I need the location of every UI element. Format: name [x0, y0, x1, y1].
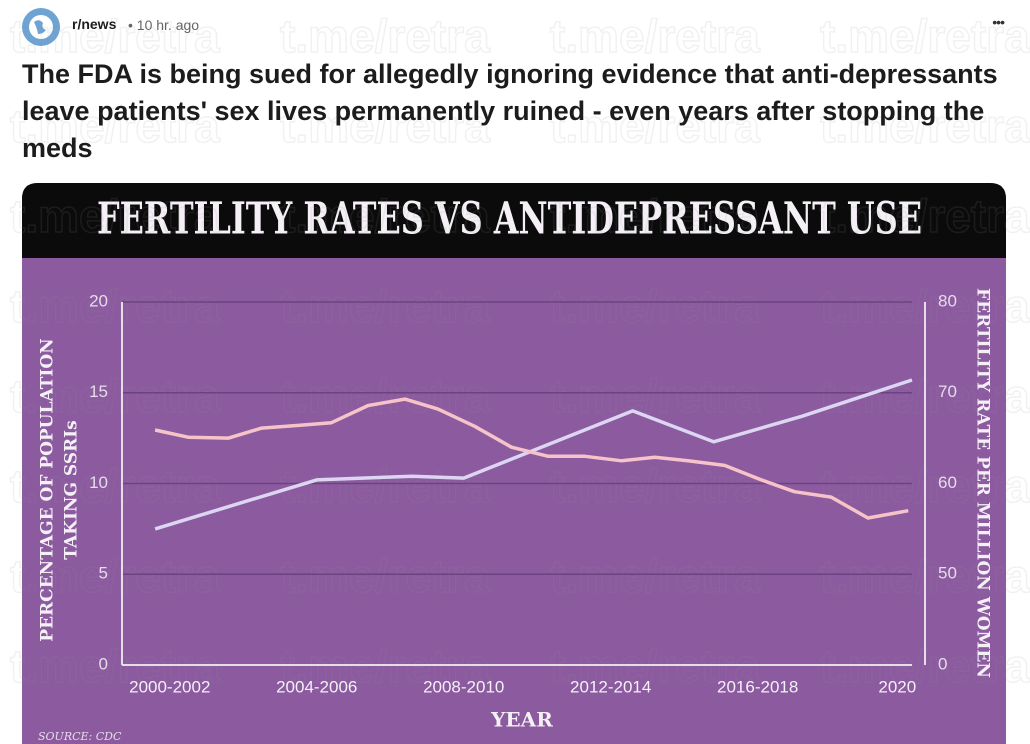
watermark: t.me/retra — [10, 460, 220, 512]
watermark: t.me/retra — [550, 550, 760, 602]
watermark: t.me/retra — [550, 100, 760, 152]
y2-tick-label: 60 — [938, 473, 957, 492]
y-axis-title: TAKING SSRIs — [62, 420, 82, 559]
watermark: t.me/retra — [10, 10, 220, 62]
data-line — [154, 378, 913, 531]
y2-axis-title: FERTILITY RATE PER MILLION WOMEN — [973, 288, 993, 678]
y2-tick-label: 80 — [938, 291, 957, 310]
x-axis-title: YEAR — [490, 708, 553, 732]
watermark: t.me/retra — [280, 10, 490, 62]
x-tick-label: 2004-2006 — [276, 677, 357, 696]
watermark: t.me/retra — [10, 640, 220, 692]
x-tick-label: 2016-2018 — [717, 677, 798, 696]
y-tick-label: 5 — [99, 564, 108, 583]
y-tick-label: 10 — [89, 473, 108, 492]
y2-tick-label: 50 — [938, 564, 957, 583]
y-axis-title: PERCENTAGE OF POPULATION — [38, 338, 58, 641]
menu-button[interactable]: ••• — [992, 14, 1005, 30]
watermark: t.me/retra — [10, 280, 220, 332]
watermark: t.me/retra — [280, 370, 490, 422]
watermark: t.me/retra — [820, 190, 1030, 242]
watermark: t.me/retra — [10, 100, 220, 152]
post-title[interactable]: The FDA is being sued for allegedly igno… — [22, 59, 998, 163]
globe-land — [34, 20, 46, 34]
watermark: t.me/retra — [280, 190, 490, 242]
watermark: t.me/retra — [280, 640, 490, 692]
y-tick-label: 20 — [89, 291, 108, 310]
data-line — [154, 397, 909, 520]
watermark: t.me/retra — [820, 100, 1030, 152]
watermark: t.me/retra — [550, 460, 760, 512]
chart-header — [22, 183, 1006, 258]
watermark: t.me/retra — [10, 190, 220, 242]
y2-tick-label: 0 — [938, 654, 947, 673]
subreddit[interactable]: r/news — [72, 16, 117, 32]
x-tick-label: 2012-2014 — [570, 677, 651, 696]
watermark: t.me/retra — [550, 640, 760, 692]
watermark: t.me/retra — [10, 550, 220, 602]
x-tick-label: 2008-2010 — [423, 677, 504, 696]
y-tick-label: 0 — [99, 654, 108, 673]
watermark: t.me/retra — [280, 460, 490, 512]
watermark: t.me/retra — [550, 10, 760, 62]
source: SOURCE: CDC — [38, 730, 122, 743]
watermark: t.me/retra — [820, 10, 1030, 62]
post-time: • 10 hr. ago — [128, 17, 200, 33]
watermark: t.me/retra — [280, 100, 490, 152]
watermark: t.me/retra — [550, 370, 760, 422]
watermark: t.me/retra — [280, 550, 490, 602]
chart-title: FERTILITY RATES VS ANTIDEPRESSANT USE — [97, 194, 922, 245]
chart-card — [22, 183, 1006, 744]
x-tick-label: 2020 — [878, 677, 916, 696]
watermark: t.me/retra — [10, 370, 220, 422]
y2-tick-label: 70 — [938, 382, 957, 401]
x-tick-label: 2000-2002 — [129, 677, 210, 696]
watermark: t.me/retra — [550, 280, 760, 332]
y-tick-label: 15 — [89, 382, 108, 401]
watermark: t.me/retra — [280, 280, 490, 332]
watermark: t.me/retra — [550, 190, 760, 242]
